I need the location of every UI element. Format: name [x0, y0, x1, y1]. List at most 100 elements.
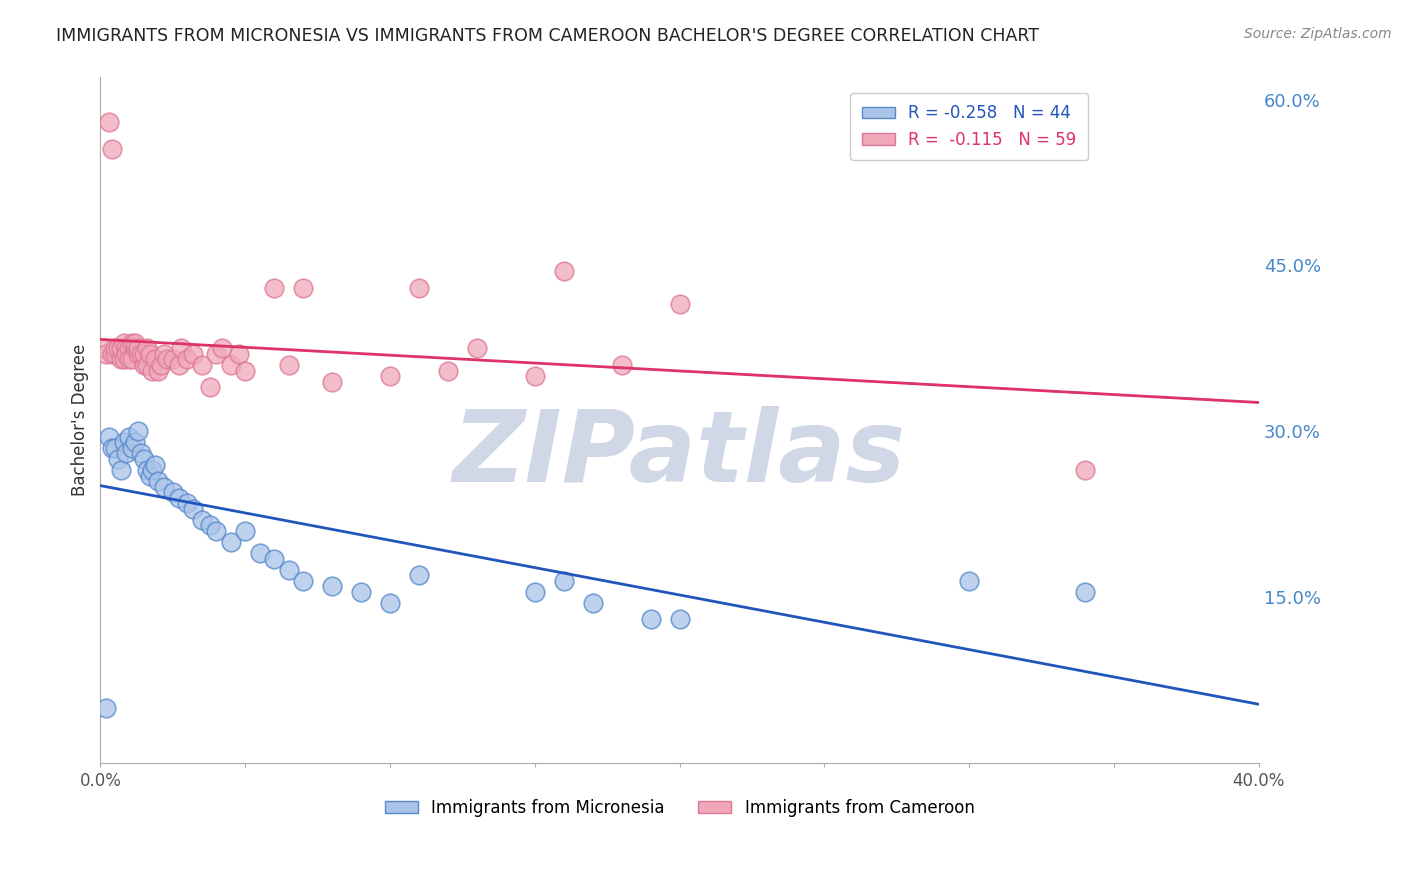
Point [668, 612, 690, 626]
Point [1074, 584, 1097, 599]
Point [101, 142, 124, 156]
Point [1074, 463, 1097, 477]
Point [127, 425, 149, 439]
Point [233, 524, 256, 538]
Point [124, 335, 146, 350]
Point [378, 596, 401, 610]
Point [263, 551, 285, 566]
Point [610, 358, 633, 372]
Point [110, 352, 132, 367]
Point [321, 579, 343, 593]
Point [121, 335, 143, 350]
Point [121, 352, 143, 367]
Point [408, 280, 430, 294]
Point [162, 485, 184, 500]
Point [437, 363, 460, 377]
Point [190, 513, 212, 527]
Point [132, 452, 155, 467]
Point [110, 342, 132, 356]
Point [104, 347, 127, 361]
Point [132, 347, 155, 361]
Point [523, 584, 546, 599]
Point [957, 574, 980, 588]
Point [640, 612, 662, 626]
Point [112, 435, 135, 450]
Point [205, 347, 228, 361]
Point [115, 446, 138, 460]
Point [129, 347, 152, 361]
Point [211, 342, 233, 356]
Point [124, 342, 146, 356]
Point [148, 363, 170, 377]
Text: ZIPatlas: ZIPatlas [453, 406, 905, 503]
Point [167, 358, 190, 372]
Point [408, 568, 430, 582]
Point [141, 463, 163, 477]
Y-axis label: Bachelor's Degree: Bachelor's Degree [72, 344, 89, 497]
Point [107, 342, 129, 356]
Point [553, 264, 575, 278]
Point [124, 435, 146, 450]
Point [112, 352, 135, 367]
Text: Source: ZipAtlas.com: Source: ZipAtlas.com [1244, 27, 1392, 41]
Point [101, 441, 124, 455]
Legend: Immigrants from Micronesia, Immigrants from Cameroon: Immigrants from Micronesia, Immigrants f… [378, 792, 981, 823]
Point [553, 574, 575, 588]
Point [118, 352, 141, 367]
Point [145, 352, 167, 367]
Point [249, 546, 271, 560]
Point [465, 342, 488, 356]
Point [115, 342, 138, 356]
Point [129, 446, 152, 460]
Point [321, 375, 343, 389]
Point [292, 280, 315, 294]
Point [170, 342, 193, 356]
Point [127, 347, 149, 361]
Point [135, 463, 157, 477]
Point [378, 369, 401, 384]
Point [668, 297, 690, 311]
Point [94, 701, 117, 715]
Point [118, 342, 141, 356]
Point [190, 358, 212, 372]
Point [162, 352, 184, 367]
Point [135, 358, 157, 372]
Point [219, 358, 242, 372]
Point [150, 358, 173, 372]
Point [153, 480, 176, 494]
Point [263, 280, 285, 294]
Point [127, 342, 149, 356]
Point [91, 342, 114, 356]
Point [205, 524, 228, 538]
Point [200, 380, 222, 394]
Point [112, 335, 135, 350]
Point [292, 574, 315, 588]
Point [153, 347, 176, 361]
Point [101, 347, 124, 361]
Point [145, 458, 167, 472]
Point [582, 596, 605, 610]
Point [181, 501, 204, 516]
Point [94, 347, 117, 361]
Point [277, 563, 299, 577]
Point [350, 584, 373, 599]
Point [219, 535, 242, 549]
Point [277, 358, 299, 372]
Point [138, 347, 160, 361]
Point [138, 468, 160, 483]
Point [167, 491, 190, 505]
Point [233, 363, 256, 377]
Point [523, 369, 546, 384]
Point [176, 352, 198, 367]
Point [141, 363, 163, 377]
Point [176, 496, 198, 510]
Point [118, 430, 141, 444]
Point [98, 430, 121, 444]
Point [104, 342, 127, 356]
Point [115, 347, 138, 361]
Point [156, 352, 179, 367]
Point [104, 441, 127, 455]
Point [200, 518, 222, 533]
Point [121, 441, 143, 455]
Text: IMMIGRANTS FROM MICRONESIA VS IMMIGRANTS FROM CAMEROON BACHELOR'S DEGREE CORRELA: IMMIGRANTS FROM MICRONESIA VS IMMIGRANTS… [56, 27, 1039, 45]
